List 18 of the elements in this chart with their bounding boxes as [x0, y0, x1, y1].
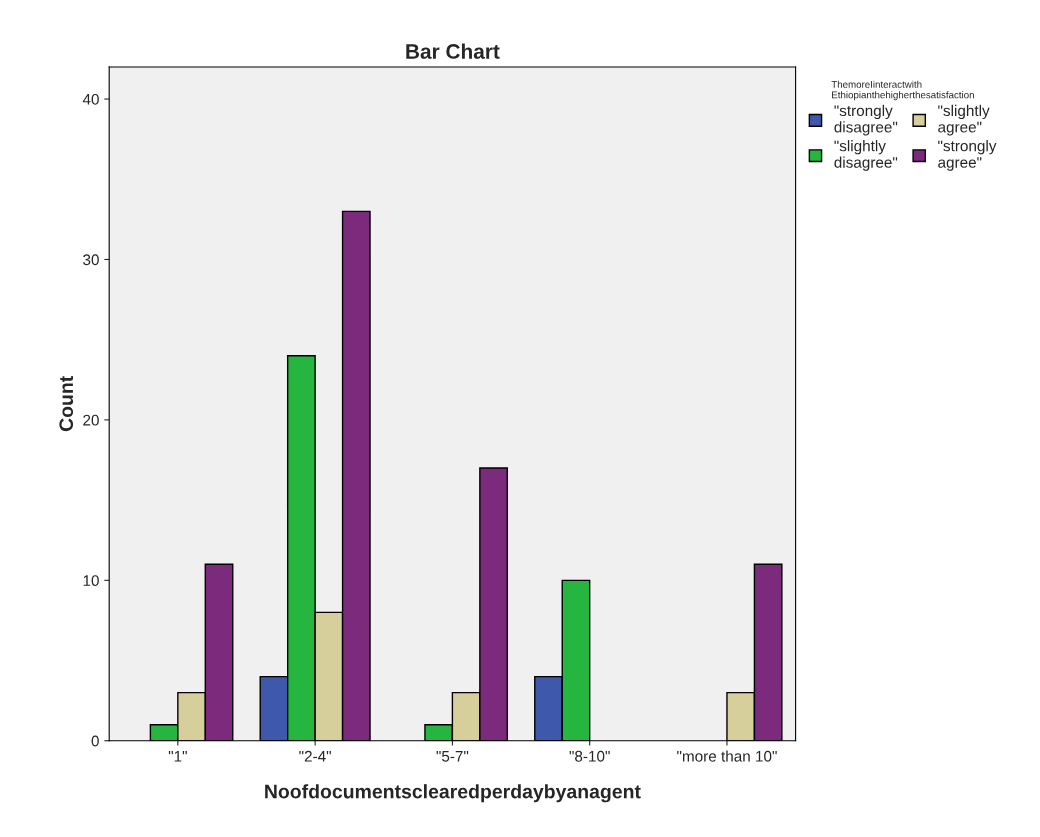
- legend-label: "strongly agree": [938, 140, 997, 171]
- x-tick-label: "8-10": [569, 750, 610, 762]
- legend-label: "slightly agree": [938, 104, 990, 136]
- chart-title: Bar Chart: [406, 43, 500, 59]
- y-tick-label: 40: [82, 93, 99, 105]
- y-tick-label: 30: [83, 254, 99, 266]
- legend-label: "strongly disagree": [834, 104, 898, 136]
- y-tick-label: 0: [91, 735, 99, 747]
- x-tick-label: "2-4": [299, 750, 331, 762]
- y-tick-label: 20: [83, 414, 99, 426]
- y-axis-title: Count: [59, 376, 74, 432]
- legend-label: "slightly disagree": [834, 140, 898, 171]
- legend-title: ThemoreIinteractwith Ethiopianthehigherthesatisfaction: [831, 80, 974, 101]
- x-tick-label: "5-7": [436, 751, 469, 762]
- x-tick-label: "1": [168, 751, 187, 762]
- x-tick-label: "more than 10": [677, 750, 777, 762]
- x-axis-title: Noofdocumentsclearedperdaybyanagent: [265, 784, 641, 803]
- y-tick-label: 10: [83, 575, 99, 587]
